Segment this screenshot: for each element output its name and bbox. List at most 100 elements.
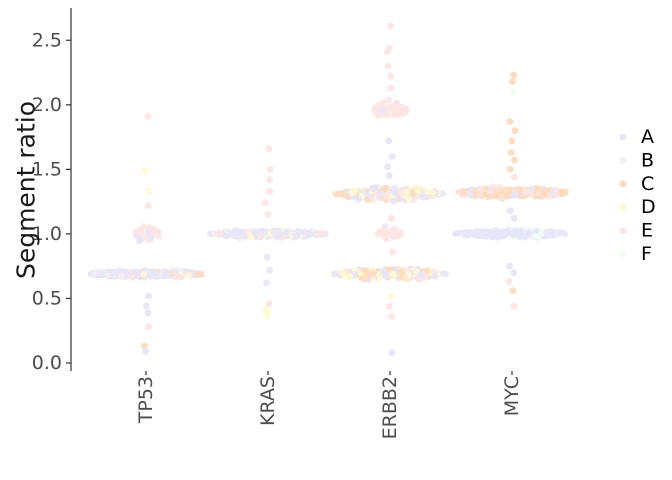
data-point — [320, 230, 327, 237]
data-point — [368, 185, 376, 192]
data-point — [380, 99, 388, 106]
data-point — [442, 271, 449, 278]
legend-label: F — [641, 243, 652, 265]
data-point — [387, 84, 395, 92]
y-tick-label: 0.5 — [32, 287, 62, 309]
data-point — [399, 110, 406, 117]
data-point — [140, 271, 148, 278]
legend-label: D — [641, 196, 656, 218]
data-point — [263, 253, 271, 261]
legend-label: C — [641, 173, 654, 195]
data-point — [387, 104, 395, 112]
y-tick-label: 2.5 — [32, 29, 62, 51]
data-point — [371, 107, 378, 114]
data-point — [533, 227, 540, 235]
data-point — [369, 269, 376, 277]
data-point — [374, 112, 382, 119]
x-axis-ticks: TP53 KRAS ERBB2 MYC — [135, 371, 523, 439]
data-point — [351, 270, 359, 278]
data-point — [145, 187, 153, 195]
data-point — [386, 96, 393, 104]
data-point — [145, 323, 153, 331]
data-point — [424, 267, 431, 274]
data-points — [87, 22, 569, 357]
legend-key — [619, 133, 627, 141]
data-point — [140, 223, 147, 230]
data-point — [385, 302, 393, 310]
data-point — [266, 187, 274, 195]
data-point — [506, 262, 514, 270]
data-point — [266, 176, 274, 184]
data-point — [242, 232, 249, 240]
data-point — [141, 167, 149, 175]
y-tick-label: 0.0 — [32, 352, 62, 374]
legend-label: B — [641, 149, 654, 171]
data-point — [144, 113, 152, 120]
data-point — [128, 273, 135, 280]
data-point — [145, 227, 152, 234]
data-point — [473, 230, 480, 237]
data-point — [550, 189, 557, 196]
data-point — [516, 186, 523, 193]
axes: 0.0 0.5 1.0 1.5 2.0 2.5 TP53 KRAS ERBB2 MYC — [32, 8, 523, 439]
data-point — [478, 186, 486, 193]
data-point — [465, 230, 473, 237]
data-point — [264, 211, 272, 218]
data-point — [466, 188, 473, 195]
data-point — [417, 270, 424, 277]
legend-label: A — [641, 126, 654, 148]
data-point — [388, 313, 395, 320]
data-point — [523, 189, 530, 196]
data-point — [531, 232, 538, 240]
data-point — [304, 230, 311, 237]
data-point — [185, 272, 192, 279]
data-point — [293, 232, 300, 240]
data-point — [143, 302, 150, 310]
data-point — [148, 235, 155, 242]
data-point — [385, 137, 393, 145]
data-point — [387, 229, 395, 236]
data-point — [528, 186, 535, 193]
data-point — [390, 198, 398, 205]
legend-key — [619, 250, 627, 258]
data-point — [388, 349, 396, 357]
data-point — [499, 230, 507, 237]
data-point — [381, 233, 389, 240]
data-point — [361, 267, 368, 274]
data-point — [383, 193, 390, 200]
data-point — [508, 137, 516, 145]
data-point — [397, 229, 404, 236]
data-point — [265, 145, 273, 153]
data-point — [145, 202, 152, 209]
data-point — [509, 88, 517, 96]
data-point — [471, 188, 478, 195]
data-point — [509, 287, 517, 295]
data-point — [556, 229, 564, 236]
data-point — [376, 228, 383, 236]
data-point — [414, 187, 421, 194]
data-point — [283, 228, 290, 236]
data-point — [247, 233, 255, 241]
data-point — [389, 248, 397, 256]
data-point — [387, 22, 394, 30]
data-point — [505, 188, 512, 195]
data-point — [509, 78, 516, 85]
data-point — [511, 127, 519, 134]
x-tick-label: ERBB2 — [379, 376, 401, 439]
data-point — [275, 230, 282, 237]
data-point — [540, 192, 548, 199]
data-point — [355, 196, 362, 203]
data-point — [176, 273, 183, 280]
data-point — [256, 232, 264, 239]
data-point — [543, 230, 551, 237]
data-point — [118, 272, 125, 279]
data-point — [155, 233, 162, 240]
data-point — [403, 188, 410, 195]
data-point — [506, 166, 514, 173]
data-point — [558, 188, 565, 196]
data-point — [499, 193, 507, 201]
data-point — [491, 233, 498, 240]
data-point — [389, 270, 396, 277]
data-point — [391, 187, 399, 194]
